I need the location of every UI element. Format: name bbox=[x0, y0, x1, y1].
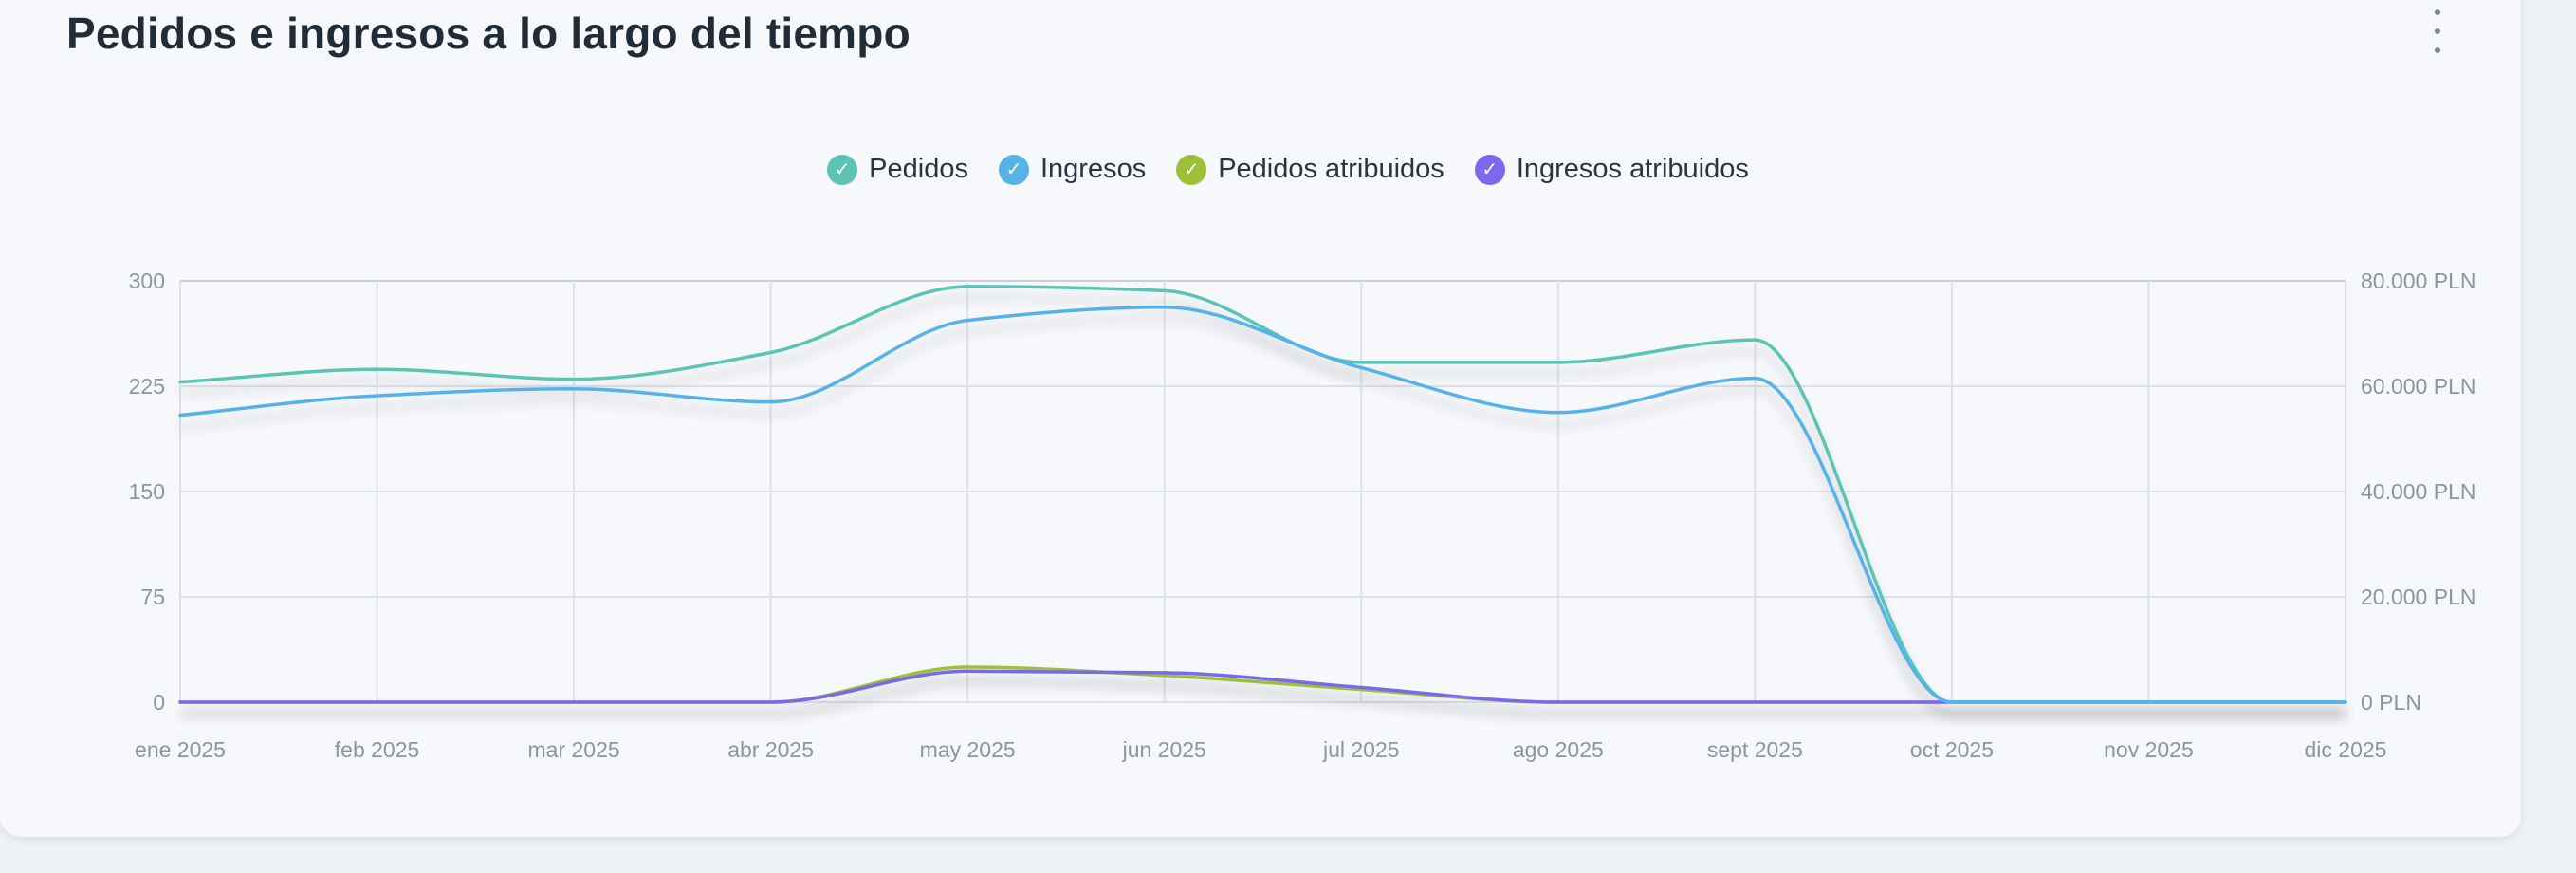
x-tick-label: mar 2025 bbox=[528, 737, 620, 762]
check-icon: ✓ bbox=[998, 154, 1029, 185]
series-shadow-ingresos-atribuidos bbox=[179, 679, 2346, 717]
more-vertical-icon[interactable] bbox=[2423, 9, 2452, 53]
x-tick-label: may 2025 bbox=[920, 737, 1016, 762]
y-right-tick-label: 0 PLN bbox=[2361, 690, 2421, 715]
y-right-tick-label: 80.000 PLN bbox=[2361, 269, 2475, 293]
y-left-tick-label: 300 bbox=[129, 269, 165, 293]
series-line-pedidos[interactable] bbox=[178, 285, 2347, 704]
x-tick-label: nov 2025 bbox=[2104, 737, 2194, 762]
card-title: Pedidos e ingresos a lo largo del tiempo bbox=[66, 9, 911, 58]
legend-label: Ingresos bbox=[1040, 154, 1147, 184]
x-tick-label: jul 2025 bbox=[1322, 737, 1400, 762]
check-icon: ✓ bbox=[827, 154, 858, 185]
series-lines bbox=[178, 285, 2347, 704]
series-line-ingresos-atribuidos[interactable] bbox=[178, 669, 2347, 704]
series-shadows bbox=[179, 294, 2346, 717]
legend-label: Pedidos atribuidos bbox=[1218, 154, 1444, 184]
x-tick-label: feb 2025 bbox=[335, 737, 420, 762]
legend-item-ingresos[interactable]: ✓ Ingresos bbox=[998, 154, 1147, 185]
check-icon: ✓ bbox=[1176, 154, 1207, 185]
series-line-pedidos-atribuidos[interactable] bbox=[178, 665, 2347, 704]
series-line-ingresos[interactable] bbox=[178, 306, 2347, 704]
series-shadow-ingresos bbox=[179, 315, 2346, 717]
y-right-tick-label: 40.000 PLN bbox=[2361, 479, 2475, 504]
x-tick-label: abr 2025 bbox=[727, 737, 814, 762]
y-right-tick-label: 60.000 PLN bbox=[2361, 374, 2475, 399]
x-tick-label: sept 2025 bbox=[1707, 737, 1803, 762]
x-tick-label: ago 2025 bbox=[1513, 737, 1604, 762]
menu-dot bbox=[2435, 47, 2440, 53]
legend-label: Pedidos bbox=[869, 154, 968, 184]
y-left-tick-label: 0 bbox=[153, 690, 165, 715]
legend-item-pedidos[interactable]: ✓ Pedidos bbox=[827, 154, 968, 185]
y-left-tick-label: 150 bbox=[129, 479, 165, 504]
series-shadow-pedidos bbox=[179, 294, 2346, 717]
check-icon: ✓ bbox=[1474, 154, 1505, 185]
y-right-tick-label: 20.000 PLN bbox=[2361, 585, 2475, 609]
chart-legend: ✓ Pedidos ✓ Ingresos ✓ Pedidos atribuido… bbox=[0, 154, 2576, 185]
x-tick-label: jun 2025 bbox=[1122, 737, 1206, 762]
menu-dot bbox=[2435, 28, 2440, 34]
chart-card: Pedidos e ingresos a lo largo del tiempo bbox=[66, 9, 2452, 58]
y-left-tick-label: 225 bbox=[129, 374, 165, 399]
legend-item-ingresos-atribuidos[interactable]: ✓ Ingresos atribuidos bbox=[1474, 154, 1749, 185]
axis-labels: 0 0 PLN 75 20.000 PLN 150 40.000 PLN 225 60.000… bbox=[129, 269, 2476, 762]
legend-label: Ingresos atribuidos bbox=[1516, 154, 1749, 184]
x-tick-label: dic 2025 bbox=[2305, 737, 2387, 762]
legend-item-pedidos-atribuidos[interactable]: ✓ Pedidos atribuidos bbox=[1176, 154, 1444, 185]
menu-dot bbox=[2435, 9, 2440, 15]
y-left-tick-label: 75 bbox=[140, 585, 165, 609]
x-tick-label: oct 2025 bbox=[1910, 737, 1994, 762]
x-tick-label: ene 2025 bbox=[135, 737, 226, 762]
